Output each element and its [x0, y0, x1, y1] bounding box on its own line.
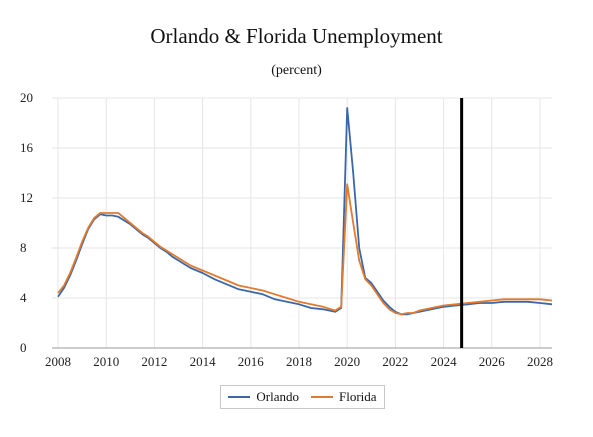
chart-title: Orlando & Florida Unemployment — [150, 24, 443, 48]
x-tick-label: 2026 — [479, 354, 506, 369]
series-line-florida — [57, 183, 553, 316]
legend-swatch-orlando — [228, 396, 251, 398]
x-tick-label: 2028 — [527, 354, 553, 369]
y-tick-label: 4 — [20, 290, 27, 305]
x-tick-label: 2018 — [286, 354, 312, 369]
x-tick-label: 2012 — [141, 354, 167, 369]
legend-label-orlando: Orlando — [256, 389, 300, 404]
series-line-orlando — [57, 107, 553, 316]
chart-legend: Orlando Florida — [220, 385, 385, 409]
x-tick-label: 2020 — [334, 354, 360, 369]
legend-item-orlando: Orlando — [228, 389, 299, 405]
y-tick-label: 20 — [20, 90, 33, 105]
chart-subtitle: (percent) — [271, 63, 322, 78]
legend-item-florida: Florida — [311, 389, 377, 405]
legend-swatch-florida — [311, 396, 334, 398]
x-tick-label: 2024 — [431, 354, 458, 369]
x-tick-label: 2022 — [382, 354, 408, 369]
x-tick-label: 2008 — [45, 354, 71, 369]
y-tick-label: 8 — [20, 240, 27, 255]
y-tick-label: 12 — [20, 190, 33, 205]
x-tick-label: 2014 — [190, 354, 217, 369]
x-tick-label: 2010 — [93, 354, 119, 369]
legend-label-florida: Florida — [339, 389, 377, 404]
x-tick-label: 2016 — [238, 354, 265, 369]
y-tick-label: 16 — [20, 140, 34, 155]
y-tick-label: 0 — [20, 340, 27, 355]
